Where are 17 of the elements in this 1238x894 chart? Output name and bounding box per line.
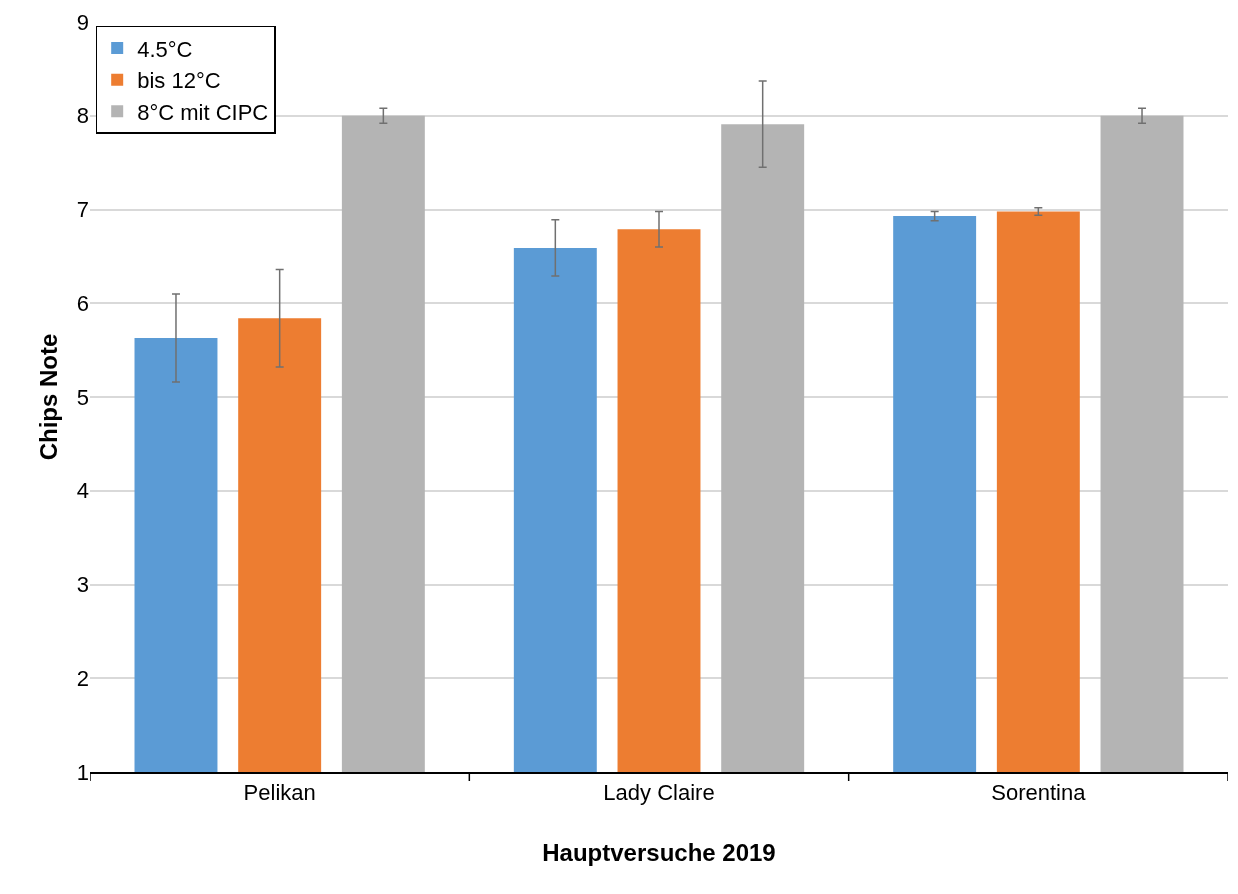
y-axis-title: Chips Note	[34, 333, 62, 461]
legend-label: 8°C mit CIPC	[137, 99, 269, 125]
x-tick-label: Lady Claire	[603, 780, 715, 806]
legend-label: bis 12°C	[137, 68, 221, 94]
x-tick-label: Sorentina	[991, 780, 1087, 806]
y-tick-label: 4	[76, 478, 89, 504]
y-tick-label: 6	[76, 290, 89, 316]
y-tick-label: 7	[76, 197, 89, 223]
y-tick-label: 1	[76, 759, 89, 785]
legend-label: 4.5°C	[137, 36, 193, 62]
x-tick-label: Pelikan	[243, 780, 316, 806]
y-tick-label: 2	[76, 665, 89, 691]
y-tick-label: 9	[76, 9, 89, 35]
x-axis-title: Hauptversuche 2019	[542, 838, 776, 866]
y-tick-label: 3	[76, 572, 89, 598]
y-tick-label: 5	[76, 384, 89, 410]
y-tick-label: 8	[76, 103, 89, 129]
